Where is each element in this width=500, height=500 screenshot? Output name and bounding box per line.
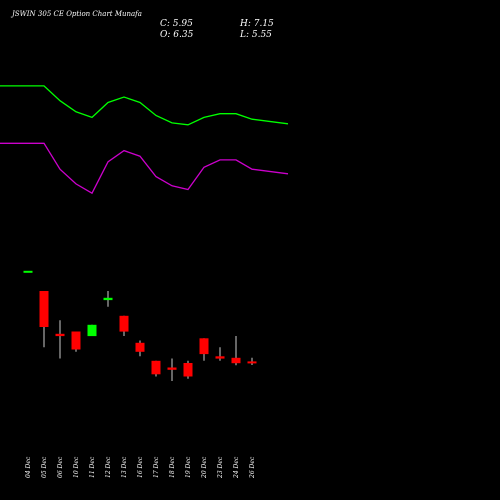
candle-body [151, 360, 161, 375]
x-tick-label: 26 Dec [249, 456, 256, 479]
candle-body [167, 367, 177, 370]
candle-4 [71, 331, 81, 352]
candle-13 [215, 347, 225, 361]
candle-body [55, 333, 65, 337]
x-tick-label: 11 Dec [89, 456, 96, 478]
candle-7 [119, 315, 129, 336]
close-value: C: 5.95 [160, 19, 193, 29]
candle-body [231, 357, 241, 364]
x-axis-tick-labels: 04 Dec 05 Dec 06 Dec 10 Dec 11 Dec 12 Dec 13 D… [25, 456, 256, 479]
candle-body [183, 363, 193, 377]
candle-body [119, 315, 129, 332]
open-value: O: 6.35 [160, 30, 194, 40]
candle-8 [135, 340, 145, 357]
x-tick-label: 16 Dec [137, 456, 144, 478]
x-tick-label: 13 Dec [121, 456, 128, 478]
x-tick-label: 24 Dec [233, 456, 240, 479]
chart-title: JSWIN 305 CE Option Chart Munafa [10, 10, 142, 18]
candle-body [247, 361, 257, 364]
candle-9 [151, 360, 161, 377]
candle-body [135, 342, 145, 352]
x-tick-label: 18 Dec [169, 456, 176, 478]
indicator-line-2 [0, 142, 289, 195]
x-tick-label: 23 Dec [217, 456, 224, 479]
candle-body [215, 356, 225, 359]
high-value: H: 7.15 [239, 19, 274, 29]
candle-3 [55, 320, 65, 359]
indicator-line-1 [0, 85, 289, 126]
candle-10 [167, 358, 177, 381]
candle-2 [39, 291, 49, 348]
x-tick-label: 04 Dec [25, 456, 32, 478]
x-tick-label: 12 Dec [105, 456, 112, 478]
candle-body [87, 324, 97, 337]
candle-body [199, 338, 209, 355]
x-tick-label: 17 Dec [153, 456, 160, 478]
candle-body [39, 291, 49, 327]
candle-15 [247, 357, 257, 365]
candle-12 [199, 338, 209, 361]
x-tick-label: 05 Dec [41, 456, 48, 478]
candle-14 [231, 336, 241, 366]
x-tick-label: 06 Dec [57, 456, 64, 478]
candle-body [103, 297, 113, 301]
candle-6 [103, 291, 113, 307]
low-value: L: 5.55 [239, 30, 272, 40]
candles [23, 270, 257, 381]
candle-body [23, 270, 33, 273]
candle-body [71, 331, 81, 350]
candle-5 [87, 324, 97, 337]
candle-1 [23, 270, 33, 273]
x-tick-label: 10 Dec [73, 456, 80, 478]
indicator-lines [0, 85, 289, 195]
x-tick-label: 20 Dec [201, 456, 208, 479]
x-tick-label: 19 Dec [185, 456, 192, 478]
candle-11 [183, 360, 193, 379]
